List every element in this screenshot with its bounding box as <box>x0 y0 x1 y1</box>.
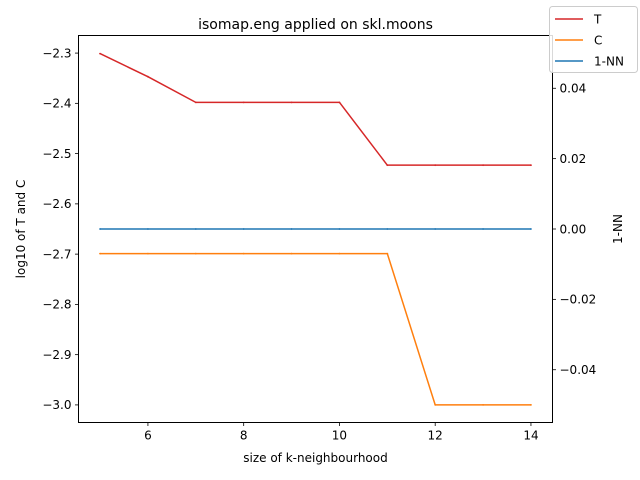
data-point-1-nn-0 <box>99 228 101 230</box>
data-point-t-0 <box>99 52 101 55</box>
y2-tick-label: 0.04 <box>560 82 587 96</box>
data-point-t-9 <box>530 164 532 167</box>
data-point-c-1 <box>147 252 149 255</box>
data-point-c-7 <box>434 404 437 406</box>
x-axis-label: size of k-neighbourhood <box>243 451 387 465</box>
legend-label-1-nn: 1-NN <box>594 54 624 68</box>
y-tick-label: −2.5 <box>42 147 71 161</box>
data-point-c-6 <box>386 252 389 255</box>
data-point-1-nn-7 <box>434 228 437 230</box>
series-layer <box>99 52 532 406</box>
data-point-t-2 <box>194 101 197 104</box>
y2-axis-label: 1-NN <box>611 214 625 244</box>
y2-tick-label: 0.02 <box>560 152 587 166</box>
legend-label-c: C <box>594 33 602 47</box>
data-point-c-3 <box>242 252 245 255</box>
data-point-c-0 <box>99 252 101 255</box>
y-axis-label: log10 of T and C <box>14 180 28 279</box>
y-tick-label: −2.6 <box>42 197 71 211</box>
data-point-t-5 <box>338 101 341 104</box>
data-point-t-1 <box>147 75 149 78</box>
x-tick-label: 10 <box>332 429 347 443</box>
data-point-t-7 <box>434 164 437 167</box>
x-tick-label: 12 <box>428 429 443 443</box>
data-point-c-4 <box>290 252 293 255</box>
data-point-1-nn-8 <box>482 228 484 230</box>
x-tick-label: 14 <box>523 429 538 443</box>
y-tick-label: −3.0 <box>42 398 71 412</box>
x-tick-label: 6 <box>144 429 152 443</box>
series-line-t <box>99 52 531 166</box>
legend-label-t: T <box>593 12 602 26</box>
data-point-c-2 <box>194 252 197 255</box>
data-point-1-nn-5 <box>338 228 341 230</box>
chart-title: isomap.eng applied on skl.moons <box>198 17 433 33</box>
y-tick-label: −2.3 <box>42 46 71 60</box>
data-point-1-nn-6 <box>386 228 389 230</box>
data-point-1-nn-1 <box>147 228 149 230</box>
data-point-t-4 <box>290 101 293 104</box>
y-tick-label: −2.9 <box>42 348 71 362</box>
y2-tick-label: 0.00 <box>560 222 587 236</box>
data-point-c-9 <box>530 404 532 406</box>
data-point-1-nn-4 <box>290 228 293 230</box>
y-tick-label: −2.8 <box>42 298 71 312</box>
data-point-t-6 <box>386 164 389 167</box>
legend-box <box>549 6 638 73</box>
series-line-c <box>100 252 531 406</box>
data-point-c-8 <box>482 404 484 406</box>
y2-tick-label: −0.04 <box>560 363 597 377</box>
data-point-1-nn-3 <box>242 228 245 230</box>
data-point-t-3 <box>242 101 245 104</box>
x-tick-label: 8 <box>240 429 248 443</box>
legend: TC 1-NN <box>549 6 638 73</box>
data-point-1-nn-2 <box>194 228 197 230</box>
y2-axis-ticks: 0.04 0.02 0.00 −0.02 −0.04 <box>552 82 597 377</box>
y-tick-label: −2.4 <box>42 97 71 111</box>
data-point-t-8 <box>482 164 484 167</box>
y2-tick-label: −0.02 <box>560 293 597 307</box>
data-point-1-nn-9 <box>530 228 532 230</box>
data-point-c-5 <box>338 252 341 255</box>
y-axis-ticks: −2.3 −2.4 −2.5 −2.6 −2.7 −2.8 −2.9 −3.0 <box>42 46 79 412</box>
y-tick-label: −2.7 <box>42 247 71 261</box>
x-axis-ticks: 6 8 10 12 14 <box>144 422 539 443</box>
